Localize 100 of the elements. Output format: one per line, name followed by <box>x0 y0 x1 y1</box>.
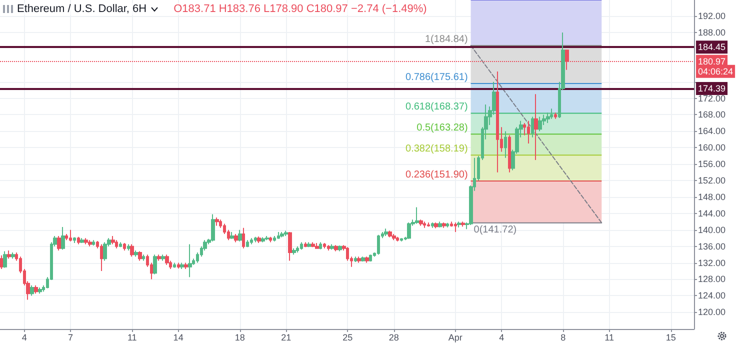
candlestick <box>184 262 188 270</box>
candlestick <box>327 244 330 251</box>
x-tick-label: 4 <box>499 332 504 342</box>
x-tick-label: 7 <box>68 332 74 342</box>
candlestick <box>384 228 388 237</box>
candlestick <box>554 112 557 120</box>
candlestick <box>0 254 3 270</box>
candlestick <box>550 108 553 120</box>
y-tick-label: 168.00 <box>698 110 726 120</box>
candlestick <box>338 245 342 252</box>
chart-subtitle: O183.71 H183.76 L178.90 C180.97 −2.74 (−1.49%) <box>174 3 427 15</box>
candlestick <box>280 231 284 238</box>
candlestick <box>423 221 426 228</box>
candlestick <box>300 242 303 250</box>
candlestick <box>461 221 465 228</box>
candlestick <box>354 256 357 262</box>
candlestick <box>315 242 319 249</box>
x-tick-label: 28 <box>388 332 399 342</box>
candlestick <box>504 130 507 158</box>
candlestick <box>238 229 242 242</box>
candlestick <box>161 254 165 262</box>
x-tick-label: 11 <box>604 332 614 342</box>
candlestick <box>215 217 219 226</box>
series-label: 0.5(163.28) <box>416 122 468 134</box>
candlestick <box>173 262 176 268</box>
candlestick <box>234 234 238 243</box>
candlestick <box>319 242 322 250</box>
x-tick-label: 15 <box>666 332 676 342</box>
candlestick <box>446 222 449 228</box>
candlestick <box>188 244 192 278</box>
x-tick-label: 8 <box>560 332 566 342</box>
candlestick <box>84 238 88 245</box>
x-tick-label: 18 <box>234 332 245 342</box>
candlestick <box>127 244 130 251</box>
x-tick-label: 14 <box>173 332 184 342</box>
y-tick-label: 148.00 <box>698 192 726 202</box>
candlestick <box>431 222 434 228</box>
x-tick-label: 21 <box>281 332 292 342</box>
y-tick-label: 188.00 <box>698 27 726 38</box>
x-tick-label: 4 <box>22 332 27 342</box>
candlestick <box>438 221 442 228</box>
candlestick <box>296 246 299 254</box>
candlestick <box>34 284 38 294</box>
ref-line-label: 184.45 <box>698 42 726 52</box>
y-tick-label: 152.00 <box>698 176 726 186</box>
candlestick <box>165 254 169 266</box>
candlestick <box>361 256 365 262</box>
x-tick-label: Apr <box>448 332 462 342</box>
x-tick-label: 11 <box>127 332 137 342</box>
candlestick <box>330 244 334 250</box>
candlestick <box>292 248 296 256</box>
candlestick <box>415 206 419 224</box>
candlestick <box>277 231 280 240</box>
candlestick <box>77 236 80 245</box>
candlestick <box>230 231 234 240</box>
candlestick <box>269 236 272 243</box>
candlestick <box>11 252 15 260</box>
y-tick-label: 124.00 <box>698 290 726 301</box>
series-label: 0.382(158.19) <box>406 144 468 155</box>
ref-line-label: 180.97 <box>698 56 726 66</box>
candlestick <box>496 71 499 173</box>
series-label: 0.786(175.61) <box>406 72 468 83</box>
candlestick <box>100 244 103 272</box>
y-tick-label: 132.00 <box>698 258 726 268</box>
candlestick <box>365 256 369 264</box>
y-tick-label: 172.00 <box>698 93 726 104</box>
candlestick <box>388 230 392 238</box>
candlestick <box>334 244 338 252</box>
candlestick <box>400 238 403 242</box>
candlestick <box>157 254 161 262</box>
candlestick <box>407 222 411 240</box>
candlestick <box>134 250 138 258</box>
series-label: 0(141.72) <box>474 224 517 236</box>
candlestick <box>180 262 184 270</box>
candlestick <box>130 244 134 258</box>
candlestick <box>257 236 261 244</box>
candlestick <box>357 256 361 264</box>
candlestick <box>392 234 396 241</box>
y-tick-label: 156.00 <box>698 159 726 170</box>
candlestick <box>457 221 461 228</box>
candlestick <box>73 236 76 244</box>
candlestick <box>396 236 399 242</box>
candlestick <box>246 240 249 248</box>
y-tick-label: 164.00 <box>698 126 726 136</box>
candlestick <box>142 254 145 262</box>
candlestick <box>369 254 372 262</box>
candlestick <box>211 214 215 242</box>
candlestick <box>138 250 142 262</box>
candlestick <box>115 240 118 249</box>
candlestick <box>65 234 68 241</box>
y-tick-label: 160.00 <box>698 142 726 153</box>
y-tick-label: 192.00 <box>698 11 726 22</box>
y-tick-label: 128.00 <box>698 274 726 284</box>
series-label: 0.618(168.37) <box>406 102 468 113</box>
candlestick <box>254 236 257 243</box>
candlestick <box>538 116 542 132</box>
y-tick-label: 136.00 <box>698 241 726 252</box>
candlestick <box>261 236 265 243</box>
y-tick-label: 120.00 <box>698 307 726 318</box>
candlestick <box>534 94 538 160</box>
